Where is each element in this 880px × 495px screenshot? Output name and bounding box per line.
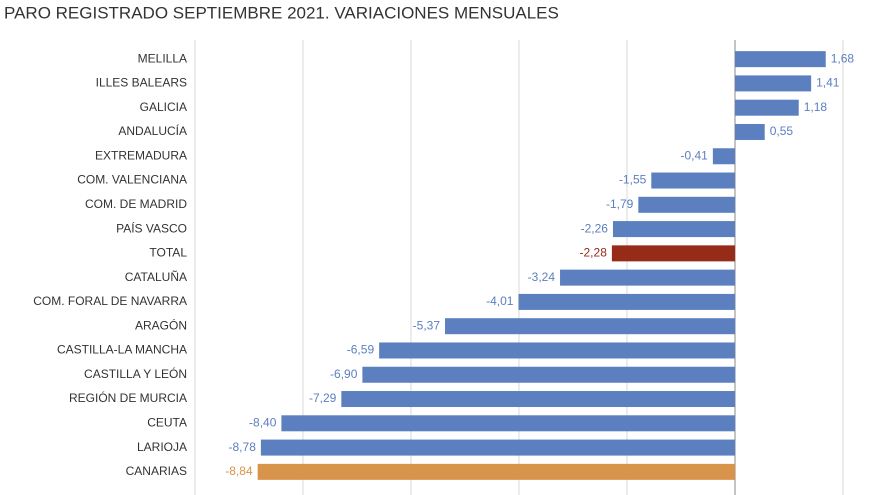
y-tick-label: COM. VALENCIANA bbox=[77, 173, 187, 187]
y-tick-label: ANDALUCÍA bbox=[118, 123, 187, 138]
value-label: -8,84 bbox=[225, 464, 253, 478]
bar bbox=[611, 245, 735, 262]
bar bbox=[735, 51, 826, 68]
value-label: 1,68 bbox=[831, 51, 855, 65]
value-label: -8,40 bbox=[249, 415, 277, 429]
y-tick-label: CEUTA bbox=[147, 415, 187, 429]
y-tick-label: ARAGÓN bbox=[135, 317, 187, 332]
y-tick-label: COM. FORAL DE NAVARRA bbox=[33, 294, 187, 308]
value-label: -4,01 bbox=[486, 294, 514, 308]
value-label: 1,18 bbox=[804, 100, 828, 114]
y-tick-label: CATALUÑA bbox=[125, 270, 187, 284]
bar bbox=[735, 123, 765, 140]
y-tick-label: CANARIAS bbox=[126, 464, 187, 478]
value-label: -2,28 bbox=[580, 246, 608, 260]
value-label: -7,29 bbox=[309, 391, 337, 405]
y-tick-label: PAÍS VASCO bbox=[116, 220, 187, 235]
value-label: 1,41 bbox=[816, 76, 840, 90]
value-label: -2,26 bbox=[581, 221, 609, 235]
y-tick-label: COM. DE MADRID bbox=[85, 197, 187, 211]
y-tick-label: EXTREMADURA bbox=[95, 148, 187, 162]
bar bbox=[735, 75, 812, 92]
y-tick-label: REGIÓN DE MURCIA bbox=[69, 390, 187, 405]
y-tick-label: LARIOJA bbox=[137, 440, 187, 454]
bar bbox=[260, 439, 735, 456]
bar bbox=[735, 99, 799, 116]
bar bbox=[651, 172, 735, 189]
value-label: -5,37 bbox=[413, 318, 441, 332]
chart-title: PARO REGISTRADO SEPTIEMBRE 2021. VARIACI… bbox=[4, 3, 559, 22]
value-label: -8,78 bbox=[229, 440, 257, 454]
bar bbox=[379, 342, 735, 359]
value-label: -0,41 bbox=[681, 148, 709, 162]
value-label: -6,59 bbox=[347, 343, 375, 357]
value-label: -1,55 bbox=[619, 173, 647, 187]
bar bbox=[281, 415, 735, 432]
value-label: 0,55 bbox=[770, 124, 794, 138]
bar bbox=[257, 463, 735, 480]
value-label: -1,79 bbox=[606, 197, 634, 211]
y-tick-label: ILLES BALEARS bbox=[96, 76, 187, 90]
bar bbox=[560, 269, 735, 286]
value-label: -3,24 bbox=[528, 270, 556, 284]
bar bbox=[712, 148, 735, 165]
y-tick-label: MELILLA bbox=[138, 51, 187, 65]
y-tick-label: CASTILLA-LA MANCHA bbox=[57, 343, 187, 357]
bar bbox=[612, 221, 735, 238]
bar bbox=[638, 196, 735, 213]
bar bbox=[445, 318, 735, 335]
bar bbox=[341, 391, 735, 408]
y-tick-label: TOTAL bbox=[149, 246, 187, 260]
value-label: -6,90 bbox=[330, 367, 358, 381]
y-tick-label: CASTILLA Y LEÓN bbox=[84, 366, 187, 381]
bar bbox=[518, 293, 735, 310]
bar bbox=[362, 366, 735, 383]
y-tick-label: GALICIA bbox=[140, 100, 187, 114]
